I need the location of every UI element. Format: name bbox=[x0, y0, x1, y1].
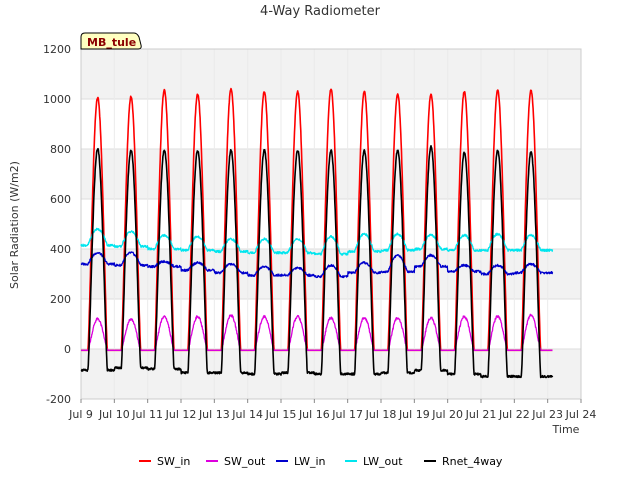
x-tick-label: Jul 13 bbox=[198, 408, 230, 421]
y-axis-ticks: -200 0 200 400 600 800 1000 1200 bbox=[43, 43, 71, 406]
x-tick-label: Jul 22 bbox=[498, 408, 530, 421]
x-tick-label: Jul 14 bbox=[231, 408, 263, 421]
badge-label: MB_tule bbox=[87, 36, 136, 49]
legend-label: LW_out bbox=[363, 455, 403, 468]
plot-band bbox=[81, 249, 581, 299]
series-line-lw_in bbox=[80, 251, 554, 279]
legend-label: Rnet_4way bbox=[442, 455, 503, 468]
y-tick-label: 1200 bbox=[43, 43, 71, 56]
x-tick-label: Jul 17 bbox=[331, 408, 363, 421]
legend-label: SW_in bbox=[157, 455, 190, 468]
x-tick-label: Jul 23 bbox=[531, 408, 563, 421]
plot-band bbox=[81, 149, 581, 199]
y-axis-label: Solar Radiation (W/m2) bbox=[8, 161, 21, 289]
series-line-rnet_4way bbox=[80, 145, 554, 379]
x-tick-label: Jul 16 bbox=[298, 408, 330, 421]
plot-frame bbox=[80, 48, 582, 400]
y-tick-label: 1000 bbox=[43, 93, 71, 106]
y-tick-label: 800 bbox=[50, 143, 71, 156]
x-tick-label: Jul 10 bbox=[98, 408, 130, 421]
site-badge: MB_tule bbox=[80, 32, 142, 50]
x-tick-label: Jul 9 bbox=[68, 408, 93, 421]
plot-band bbox=[81, 99, 581, 149]
x-axis-ticks: Jul 9 Jul 10 Jul 11 Jul 12 Jul 13 Jul 14 Jul 1… bbox=[68, 399, 596, 421]
legend-label: SW_out bbox=[224, 455, 266, 468]
x-tick-label: Jul 15 bbox=[265, 408, 297, 421]
y-tick-label: -200 bbox=[46, 393, 71, 406]
y-tick-label: 0 bbox=[64, 343, 71, 356]
plot-band bbox=[81, 299, 581, 349]
plot-band bbox=[81, 349, 581, 399]
y-tick-label: 200 bbox=[50, 293, 71, 306]
chart-title: 4-Way Radiometer bbox=[260, 4, 381, 19]
x-tick-label: Jul 18 bbox=[365, 408, 397, 421]
x-tick-label: Jul 21 bbox=[465, 408, 497, 421]
x-tick-label: Jul 20 bbox=[431, 408, 463, 421]
plot-band bbox=[81, 199, 581, 249]
x-tick-label: Jul 24 bbox=[565, 408, 597, 421]
legend-label: LW_in bbox=[294, 455, 326, 468]
series-lines bbox=[80, 87, 554, 379]
x-tick-label: Jul 11 bbox=[131, 408, 163, 421]
badge-shape bbox=[80, 32, 142, 50]
legend: SW_in SW_out LW_in LW_out Rnet_4way bbox=[139, 455, 503, 468]
y-tick-label: 600 bbox=[50, 193, 71, 206]
x-axis-label: Time bbox=[552, 423, 580, 436]
x-tick-label: Jul 19 bbox=[398, 408, 430, 421]
y-tick-label: 400 bbox=[50, 243, 71, 256]
background-bands bbox=[81, 49, 581, 399]
series-line-sw_out bbox=[80, 313, 553, 352]
x-tick-label: Jul 12 bbox=[165, 408, 197, 421]
